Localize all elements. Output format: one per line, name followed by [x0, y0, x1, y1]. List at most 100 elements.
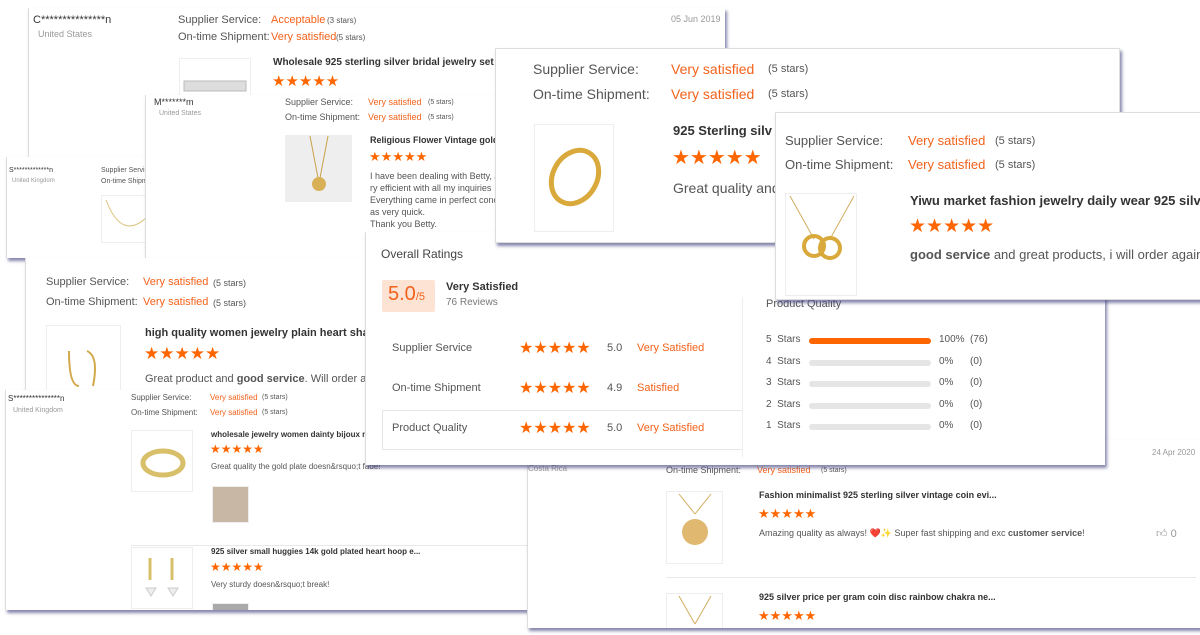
rating-row-stars: ★★★★★ — [519, 340, 591, 357]
product-title[interactable]: Yiwu market fashion jewelry daily wear 9… — [910, 193, 1200, 208]
supplier-value: Very satisfied — [143, 276, 209, 288]
supplier-label: Supplier Service: — [533, 61, 639, 77]
star-level-count: (76) — [970, 334, 988, 345]
shipment-stars: (5 stars) — [336, 33, 366, 42]
reviewer-country: Costa Rica — [528, 464, 568, 473]
shipment-value: Very satisfied — [143, 296, 209, 308]
shipment-label: On-time Shipment: — [666, 465, 742, 475]
shipment-label: On-time Shipment: — [285, 112, 361, 122]
product-image[interactable] — [131, 430, 193, 492]
shipment-value: Very satisfied — [271, 31, 337, 43]
product-image[interactable] — [666, 491, 723, 564]
rating-stars: ★★★★★ — [369, 149, 428, 164]
product-title[interactable]: high quality women jewelry plain heart s… — [145, 327, 392, 339]
product-image[interactable] — [46, 325, 121, 395]
review-photo[interactable] — [212, 486, 249, 523]
review-comment: Amazing quality as always! ❤️✨ Super fas… — [759, 528, 1085, 539]
overall-ratings-heading: Overall Ratings — [381, 247, 464, 261]
product-title[interactable]: 925 silver small huggies 14k gold plated… — [211, 547, 421, 556]
reviewer-country: United States — [159, 110, 202, 117]
shipment-stars: (5 stars) — [213, 298, 247, 308]
star-level-percent: 0% — [939, 377, 954, 388]
product-quality-heading: Product Quality — [766, 298, 842, 310]
product-image[interactable] — [666, 593, 723, 628]
shipment-label: On-time Shipme — [101, 178, 152, 185]
review-card-s-small: S*************n United Kingdom Supplier … — [6, 157, 156, 258]
reviewer-country: United States — [38, 29, 93, 39]
product-title[interactable]: Wholesale 925 sterling silver bridal jew… — [273, 57, 514, 68]
product-image[interactable] — [285, 135, 352, 202]
rating-row-score: 4.9 — [607, 382, 623, 394]
product-image[interactable] — [101, 195, 149, 243]
rating-row-verdict: Satisfied — [637, 382, 680, 394]
reviewer-name: S***************n — [8, 394, 65, 403]
reviewer-country: United Kingdom — [13, 407, 63, 414]
rating-stars: ★★★★★ — [272, 73, 340, 90]
star-level-percent: 0% — [939, 355, 954, 367]
supplier-label: Supplier Service: — [178, 14, 262, 26]
review-comment: Great quality and — [673, 180, 780, 196]
review-comment: Great product and good service. Will ord… — [145, 373, 381, 385]
comment-line: I have been dealing with Betty, a — [370, 171, 500, 181]
rating-row-label: Product Quality — [392, 422, 468, 434]
supplier-label: Supplier Service — [101, 167, 152, 174]
supplier-value: Very satisfied — [908, 133, 986, 148]
shipment-stars: (5 stars) — [995, 159, 1036, 171]
supplier-stars: (3 stars) — [327, 16, 357, 25]
shipment-label: On-time Shipment: — [178, 31, 270, 43]
like-button[interactable]: 👍︎ 0 — [1156, 527, 1177, 540]
product-title[interactable]: 925 Sterling silv — [673, 123, 772, 138]
rating-row-score: 5.0 — [607, 342, 623, 354]
comment-line: Everything came in perfect conc — [370, 195, 499, 205]
rating-stars: ★★★★★ — [144, 344, 221, 363]
shipment-label: On-time Shipment: — [46, 296, 138, 308]
star-level-percent: 100% — [939, 334, 965, 345]
shipment-stars: (5 stars) — [821, 467, 847, 474]
star-level-label: 2 Stars — [766, 398, 801, 410]
star-level-count: (0) — [970, 355, 983, 367]
supplier-stars: (5 stars) — [995, 135, 1036, 147]
overall-score-badge: 5.0/5 — [382, 280, 435, 312]
product-title[interactable]: Fashion minimalist 925 sterling silver v… — [759, 490, 997, 500]
supplier-stars: (5 stars) — [428, 99, 454, 106]
review-card-yiwu: Supplier Service: Very satisfied (5 star… — [775, 112, 1200, 300]
supplier-stars: (5 stars) — [768, 63, 809, 75]
supplier-label: Supplier Service: — [131, 393, 192, 402]
comment-text: ! — [1082, 528, 1085, 538]
review-date: 05 Jun 2019 — [671, 14, 721, 24]
divider — [742, 297, 743, 457]
shipment-value: Very satisfied — [671, 86, 755, 102]
shipment-stars: (5 stars) — [768, 88, 809, 100]
supplier-value: Very satisfied — [368, 97, 422, 107]
star-level-bar-fill — [809, 338, 931, 344]
review-photo[interactable] — [212, 603, 249, 610]
product-title[interactable]: wholesale jewelry women dainty bijoux m — [211, 430, 370, 439]
product-title[interactable]: Religious Flower Vintage golder — [370, 135, 505, 145]
star-level-bar — [809, 359, 931, 366]
rating-stars: ★★★★★ — [210, 442, 264, 456]
comment-line: ry efficient with all my inquiries — [370, 183, 492, 193]
supplier-stars: (5 stars) — [262, 394, 288, 401]
reviewer-name: M*******m — [154, 97, 194, 107]
product-image[interactable] — [534, 124, 614, 232]
reviewer-country: United Kingdom — [12, 178, 55, 184]
review-card-costa-rica: Costa Rica 24 Apr 2020 On-time Shipment:… — [527, 440, 1200, 628]
comment-text: Great product and — [145, 373, 237, 385]
product-title[interactable]: 925 silver price per gram coin disc rain… — [759, 592, 996, 602]
comment-bold: good service — [236, 373, 305, 385]
supplier-value: Very satisfied — [210, 393, 258, 402]
comment-line: as very quick. — [370, 207, 426, 217]
star-level-percent: 0% — [939, 398, 954, 410]
rating-stars: ★★★★★ — [672, 147, 762, 169]
review-comment: Great quality the gold plate doesn&rsquo… — [211, 462, 381, 471]
shipment-value: Very satisfied — [757, 465, 811, 475]
review-comment: I have been dealing with Betty, a ry eff… — [370, 170, 499, 230]
shipment-value: Very satisfied — [368, 112, 422, 122]
supplier-stars: (5 stars) — [213, 278, 247, 288]
product-image[interactable] — [785, 193, 857, 296]
shipment-label: On-time Shipment: — [533, 86, 650, 102]
rating-row-stars: ★★★★★ — [519, 380, 591, 397]
reviewer-name: C***************n — [33, 14, 112, 26]
star-level-label: 3 Stars — [766, 377, 801, 388]
product-image[interactable] — [131, 547, 193, 609]
